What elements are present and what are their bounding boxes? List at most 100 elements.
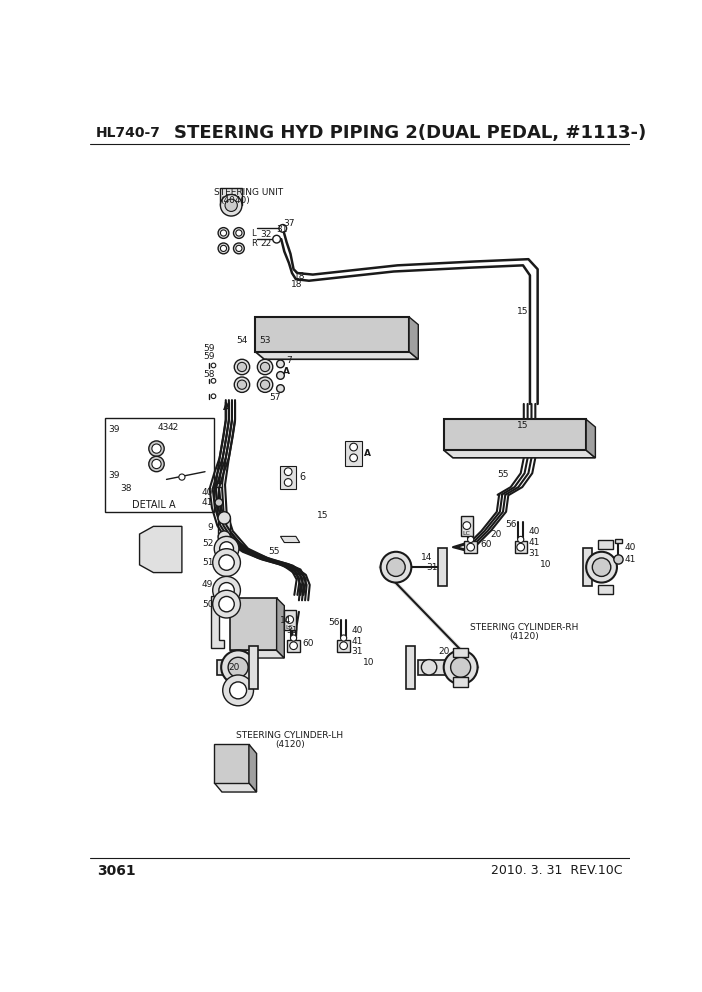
Text: 9: 9 — [207, 523, 213, 532]
Text: STEERING HYD PIPING 2(DUAL PEDAL, #1113-): STEERING HYD PIPING 2(DUAL PEDAL, #1113-… — [174, 124, 647, 142]
Circle shape — [230, 682, 246, 698]
Bar — [281, 465, 296, 489]
Text: A: A — [364, 448, 371, 457]
Circle shape — [421, 660, 437, 675]
Bar — [418, 660, 453, 675]
Circle shape — [467, 544, 475, 551]
Circle shape — [284, 478, 292, 486]
Text: A: A — [223, 404, 230, 413]
Circle shape — [592, 558, 611, 576]
Text: 18: 18 — [291, 280, 303, 289]
Polygon shape — [281, 537, 300, 543]
Circle shape — [218, 243, 229, 254]
Circle shape — [218, 531, 230, 544]
Circle shape — [279, 224, 286, 232]
Circle shape — [273, 235, 281, 243]
Text: (4040): (4040) — [220, 196, 250, 205]
Circle shape — [211, 394, 216, 399]
Text: 59: 59 — [204, 344, 215, 353]
Circle shape — [277, 360, 284, 368]
Circle shape — [223, 675, 253, 705]
Circle shape — [444, 651, 477, 684]
Text: 52: 52 — [202, 539, 213, 548]
Text: 37: 37 — [284, 219, 295, 228]
Circle shape — [277, 372, 284, 379]
Circle shape — [284, 468, 292, 475]
Bar — [345, 440, 362, 465]
Text: 51: 51 — [202, 558, 213, 567]
Polygon shape — [140, 527, 182, 572]
Text: STEERING CYLINDER-LH: STEERING CYLINDER-LH — [236, 730, 343, 740]
Bar — [515, 541, 527, 554]
Circle shape — [234, 359, 250, 375]
Text: 60: 60 — [303, 639, 314, 648]
Text: 15: 15 — [317, 511, 328, 520]
Bar — [616, 539, 621, 543]
Circle shape — [260, 380, 270, 389]
Polygon shape — [249, 744, 257, 792]
Text: 22: 22 — [260, 238, 272, 248]
Circle shape — [211, 379, 216, 383]
Circle shape — [350, 443, 357, 451]
Text: DETAIL A: DETAIL A — [132, 500, 176, 510]
Text: 3061: 3061 — [97, 864, 135, 878]
Bar — [461, 517, 473, 536]
Text: 59: 59 — [204, 352, 215, 361]
Text: 60: 60 — [480, 541, 491, 550]
Text: 39: 39 — [109, 471, 120, 480]
Bar — [287, 640, 300, 652]
Bar — [338, 640, 350, 652]
Circle shape — [286, 616, 293, 623]
Text: LC: LC — [463, 531, 471, 536]
Circle shape — [152, 444, 161, 453]
Text: (4120): (4120) — [510, 632, 539, 641]
Bar — [583, 548, 592, 586]
Polygon shape — [255, 351, 418, 359]
Circle shape — [340, 642, 347, 650]
Text: 55: 55 — [498, 470, 509, 479]
Circle shape — [213, 590, 240, 618]
Text: 41: 41 — [351, 637, 363, 646]
Circle shape — [219, 582, 234, 598]
Bar — [284, 610, 296, 630]
Text: 40: 40 — [529, 528, 540, 537]
Polygon shape — [255, 316, 409, 351]
Text: (4120): (4120) — [274, 740, 305, 749]
Text: 31: 31 — [286, 626, 298, 635]
Bar — [437, 548, 446, 586]
Text: 15: 15 — [517, 308, 529, 316]
Text: STEERING CYLINDER-RH: STEERING CYLINDER-RH — [470, 623, 578, 632]
Circle shape — [220, 194, 242, 216]
Text: R: R — [251, 239, 257, 248]
Text: STEERING UNIT: STEERING UNIT — [214, 188, 284, 197]
Text: 14: 14 — [420, 554, 432, 562]
Text: 7: 7 — [286, 355, 291, 364]
Circle shape — [387, 558, 405, 576]
Circle shape — [258, 359, 273, 375]
Circle shape — [290, 642, 298, 650]
Text: 18: 18 — [294, 273, 306, 282]
Circle shape — [236, 230, 242, 236]
Circle shape — [215, 499, 223, 506]
Circle shape — [179, 474, 185, 480]
Polygon shape — [214, 783, 257, 792]
Polygon shape — [230, 651, 284, 658]
Text: 40: 40 — [202, 488, 213, 497]
Text: A: A — [283, 367, 290, 376]
Bar — [105, 418, 214, 512]
Circle shape — [350, 454, 357, 461]
Circle shape — [214, 537, 239, 561]
Circle shape — [340, 635, 347, 641]
Text: 54: 54 — [237, 336, 248, 345]
Bar — [249, 647, 258, 688]
Circle shape — [237, 380, 246, 389]
Text: 53: 53 — [260, 336, 271, 345]
Bar — [453, 648, 468, 658]
Circle shape — [291, 635, 297, 641]
Bar — [465, 541, 477, 554]
Circle shape — [220, 230, 227, 236]
Text: 43: 43 — [157, 423, 168, 432]
Polygon shape — [277, 598, 284, 658]
Circle shape — [211, 363, 216, 368]
Text: 2010. 3. 31  REV.10C: 2010. 3. 31 REV.10C — [491, 864, 623, 877]
